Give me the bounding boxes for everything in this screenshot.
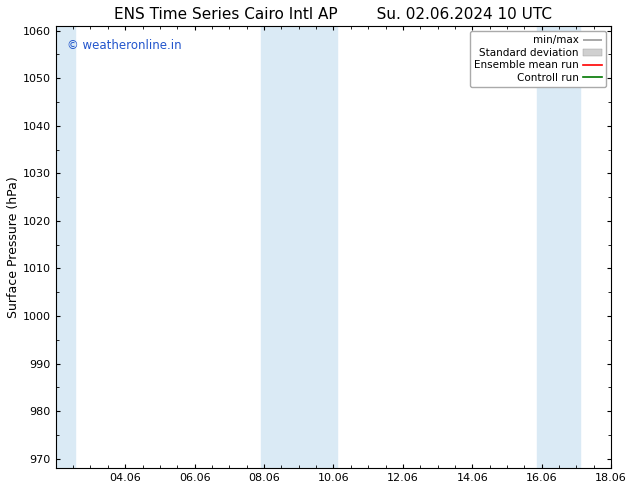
- Y-axis label: Surface Pressure (hPa): Surface Pressure (hPa): [7, 176, 20, 318]
- Title: ENS Time Series Cairo Intl AP        Su. 02.06.2024 10 UTC: ENS Time Series Cairo Intl AP Su. 02.06.…: [115, 7, 552, 22]
- Bar: [261, 26, 337, 468]
- Bar: [536, 26, 580, 468]
- Legend: min/max, Standard deviation, Ensemble mean run, Controll run: min/max, Standard deviation, Ensemble me…: [470, 31, 606, 87]
- Text: © weatheronline.in: © weatheronline.in: [67, 39, 181, 52]
- Bar: [52, 26, 75, 468]
